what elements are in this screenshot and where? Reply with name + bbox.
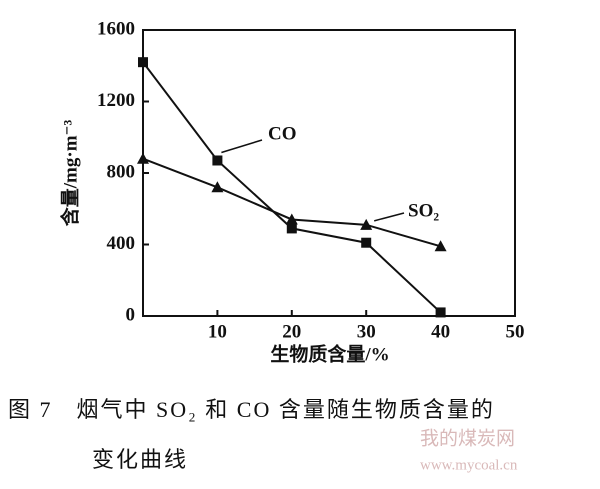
watermark: www.mycoal.cn xyxy=(420,457,518,473)
marker xyxy=(138,57,148,68)
marker xyxy=(435,307,446,318)
plot-frame xyxy=(142,29,516,317)
x-tick-label: 40 xyxy=(431,321,450,342)
x-tick-label: 10 xyxy=(208,321,227,342)
marker xyxy=(286,223,297,234)
marker xyxy=(137,152,149,164)
y-axis-label: 含量/mg·m⁻³ xyxy=(58,119,81,226)
series-label: SO₂ xyxy=(408,200,439,221)
y-tick-label: 1600 xyxy=(97,18,135,39)
marker xyxy=(211,181,224,193)
marker xyxy=(360,218,373,230)
series-line xyxy=(142,61,442,314)
y-tick-label: 800 xyxy=(107,161,136,182)
y-tick-label: 0 xyxy=(126,304,136,325)
marker xyxy=(361,237,372,248)
annotation-leader xyxy=(374,212,405,222)
y-tick-label: 1200 xyxy=(97,90,135,111)
watermark: 我的煤炭网 xyxy=(420,427,515,449)
x-tick-label: 20 xyxy=(282,321,301,342)
series-label: CO xyxy=(268,123,297,144)
marker xyxy=(212,155,223,166)
caption: 变化曲线 xyxy=(92,447,188,472)
x-tick-label: 30 xyxy=(357,321,376,342)
x-axis-label: 生物质含量/% xyxy=(270,342,389,365)
annotation-leader xyxy=(221,139,263,154)
x-tick-label: 50 xyxy=(506,321,525,342)
marker xyxy=(434,240,447,252)
y-tick-label: 400 xyxy=(107,233,136,254)
marker xyxy=(285,213,298,225)
caption: 图 7 烟气中 SO₂ 和 CO 含量随生物质含量的 xyxy=(8,397,495,422)
